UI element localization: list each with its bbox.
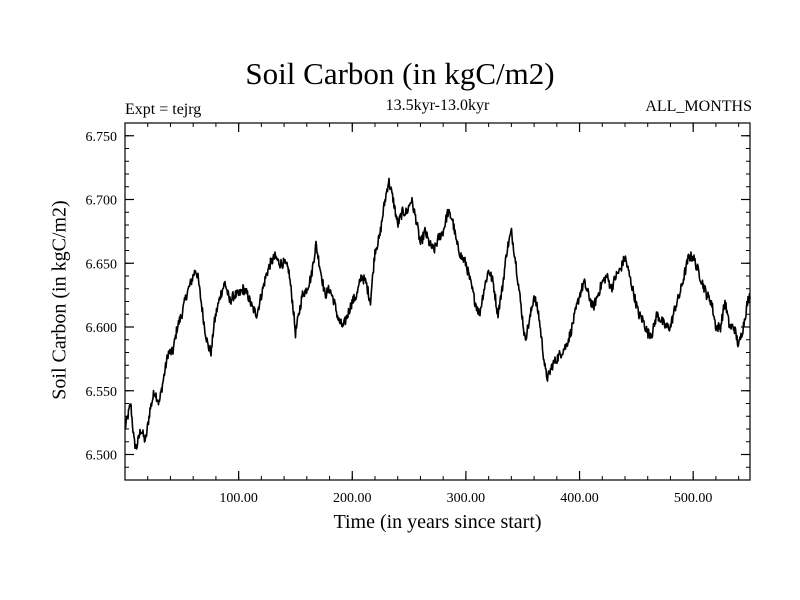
series-group <box>124 177 751 450</box>
x-tick-label: 200.00 <box>333 491 372 506</box>
x-axis-label: Time (in years since start) <box>333 511 542 533</box>
axis-ticks <box>125 123 750 480</box>
series-line-soil-carbon <box>124 177 751 450</box>
months-annotation: ALL_MONTHS <box>645 98 752 115</box>
x-tick-label: 300.00 <box>447 491 486 506</box>
y-tick-label: 6.600 <box>86 321 118 336</box>
x-tick-label: 400.00 <box>560 491 599 506</box>
x-tick-label: 500.00 <box>674 491 713 506</box>
chart-subtitle: 13.5kyr-13.0kyr <box>385 97 490 114</box>
y-tick-label: 6.500 <box>86 449 118 464</box>
chart-title: Soil Carbon (in kgC/m2) <box>245 56 555 91</box>
y-tick-label: 6.550 <box>86 385 118 400</box>
y-tick-label: 6.750 <box>86 130 118 145</box>
tick-labels: 100.00 200.00 300.00 400.00 500.00 6.500 6.550… <box>86 130 713 506</box>
y-tick-label: 6.650 <box>86 257 118 272</box>
x-tick-label: 100.00 <box>219 491 258 506</box>
experiment-annotation: Expt = tejrg <box>125 101 202 118</box>
plot-frame <box>124 122 751 481</box>
y-tick-label: 6.700 <box>86 194 118 209</box>
